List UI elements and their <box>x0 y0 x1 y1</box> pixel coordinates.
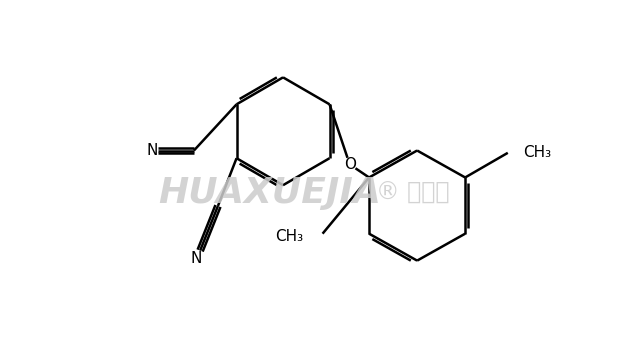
Text: ® 化学加: ® 化学加 <box>376 181 450 205</box>
Text: HUAXUEJIA: HUAXUEJIA <box>159 176 381 210</box>
Text: CH₃: CH₃ <box>524 145 552 159</box>
Text: CH₃: CH₃ <box>275 229 303 244</box>
Text: O: O <box>344 157 356 172</box>
Text: N: N <box>147 143 158 158</box>
Text: N: N <box>191 251 202 266</box>
